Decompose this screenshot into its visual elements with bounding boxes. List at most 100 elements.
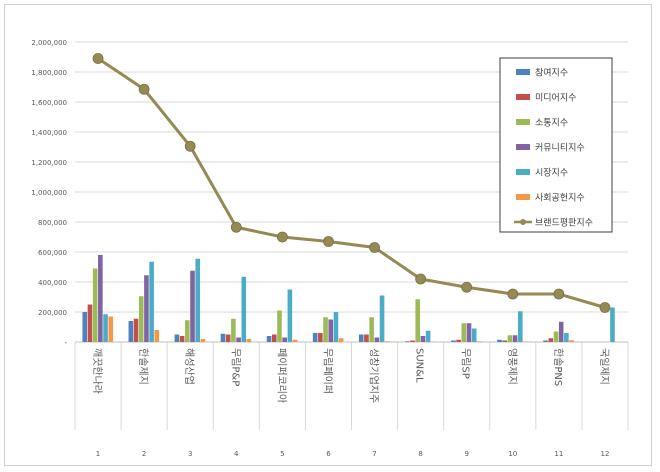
bar-시장지수 <box>379 295 385 342</box>
bar-미디어지수 <box>179 336 185 342</box>
legend-label: 커뮤니티지수 <box>535 143 585 154</box>
bar-사회공헌지수 <box>246 339 252 342</box>
legend-swatch <box>516 144 530 150</box>
y-tick-label: 600,000 <box>38 249 67 257</box>
rank-label: 12 <box>600 450 609 458</box>
bar-사회공헌지수 <box>569 340 574 342</box>
bar-미디어지수 <box>364 334 369 342</box>
line-point <box>184 140 196 152</box>
legend-label: 미디어지수 <box>535 93 576 104</box>
line-point <box>553 288 565 300</box>
x-tick-label: 한솔제지 <box>137 348 149 385</box>
x-tick-label: 페이퍼코리아 <box>275 348 287 403</box>
rank-label: 1 <box>96 450 100 458</box>
x-tick-label: 국일제지 <box>598 348 610 385</box>
bar-참여지수 <box>451 340 456 342</box>
bar-미디어지수 <box>502 340 507 342</box>
legend-label: 브랜드평판지수 <box>535 218 593 229</box>
bar-소통지수 <box>323 317 328 342</box>
legend-marker <box>520 219 526 225</box>
x-tick-label: 무림페이퍼 <box>321 348 333 394</box>
bar-커뮤니티지수 <box>420 336 426 342</box>
y-tick-label: 1,800,000 <box>31 69 67 77</box>
y-tick-label: - <box>64 339 67 347</box>
bar-사회공헌지수 <box>292 339 298 342</box>
bar-시장지수 <box>471 328 477 342</box>
line-point <box>138 83 150 95</box>
bar-미디어지수 <box>456 339 461 342</box>
bar-참여지수 <box>174 334 180 342</box>
x-tick-label: 한솔PNS <box>552 348 564 386</box>
legend-swatch <box>516 94 530 100</box>
x-tick-label: 무림P&P <box>229 348 241 386</box>
bar-소통지수 <box>231 318 236 342</box>
y-tick-label: 1,400,000 <box>31 129 67 137</box>
x-tick-label: 깨끗한나라 <box>91 348 103 394</box>
bar-참여지수 <box>220 333 226 342</box>
bar-시장지수 <box>149 261 154 342</box>
bar-커뮤니티지수 <box>236 337 241 342</box>
bar-미디어지수 <box>271 334 277 342</box>
rank-label: 11 <box>554 450 563 458</box>
legend-swatch <box>516 169 530 175</box>
x-tick-label: SUN&L <box>414 348 425 383</box>
bar-참여지수 <box>128 321 134 342</box>
bar-시장지수 <box>241 276 247 342</box>
legend-label: 시장지수 <box>535 168 568 179</box>
rank-label: 2 <box>142 450 146 458</box>
bar-소통지수 <box>507 335 513 342</box>
bar-소통지수 <box>138 296 144 342</box>
bar-미디어지수 <box>318 333 323 342</box>
bar-시장지수 <box>333 312 339 342</box>
bar-참여지수 <box>358 334 364 342</box>
legend-label: 참여지수 <box>535 67 568 79</box>
bar-커뮤니티지수 <box>190 270 195 342</box>
y-tick-label: 1,600,000 <box>31 99 67 107</box>
legend-box <box>499 57 613 233</box>
x-tick-label: 성창기업지주 <box>368 348 381 403</box>
bar-커뮤니티지수 <box>282 337 287 342</box>
bar-사회공헌지수 <box>154 330 160 342</box>
bar-참여지수 <box>497 339 502 342</box>
bar-커뮤니티지수 <box>144 275 149 342</box>
bar-소통지수 <box>369 317 374 342</box>
bar-시장지수 <box>287 289 293 342</box>
x-tick-label: 영풍제지 <box>506 348 518 385</box>
bar-사회공헌지수 <box>477 341 482 342</box>
line-point <box>276 231 288 243</box>
y-tick-label: 2,000,000 <box>31 39 67 47</box>
bar-커뮤니티지수 <box>328 319 334 342</box>
bar-소통지수 <box>553 331 559 342</box>
line-point <box>369 242 380 253</box>
bar-시장지수 <box>195 258 201 342</box>
bar-시장지수 <box>610 307 615 342</box>
bar-미디어지수 <box>225 334 231 342</box>
bar-소통지수 <box>185 320 190 342</box>
rank-label: 9 <box>464 450 468 458</box>
bar-시장지수 <box>103 314 108 342</box>
y-tick-label: 400,000 <box>38 279 67 287</box>
bar-미디어지수 <box>410 340 415 342</box>
bar-참여지수 <box>312 333 318 342</box>
bar-커뮤니티지수 <box>98 255 103 342</box>
bar-미디어지수 <box>133 318 139 342</box>
bar-미디어지수 <box>548 338 554 342</box>
bar-사회공헌지수 <box>384 341 390 342</box>
bar-커뮤니티지수 <box>558 321 564 342</box>
y-tick-label: 200,000 <box>38 309 67 317</box>
bar-커뮤니티지수 <box>466 323 472 342</box>
rank-label: 3 <box>188 450 192 458</box>
line-brand-reputation <box>97 57 606 309</box>
rank-label: 6 <box>326 450 331 458</box>
rank-label: 8 <box>418 450 422 458</box>
x-tick-label: 해성산업 <box>183 348 196 385</box>
bar-소통지수 <box>415 299 421 342</box>
bar-참여지수 <box>405 341 410 342</box>
line-point <box>323 236 334 247</box>
bar-소통지수 <box>92 268 98 342</box>
bar-사회공헌지수 <box>200 339 206 342</box>
bar-미디어지수 <box>87 304 93 342</box>
bar-사회공헌지수 <box>338 338 344 342</box>
